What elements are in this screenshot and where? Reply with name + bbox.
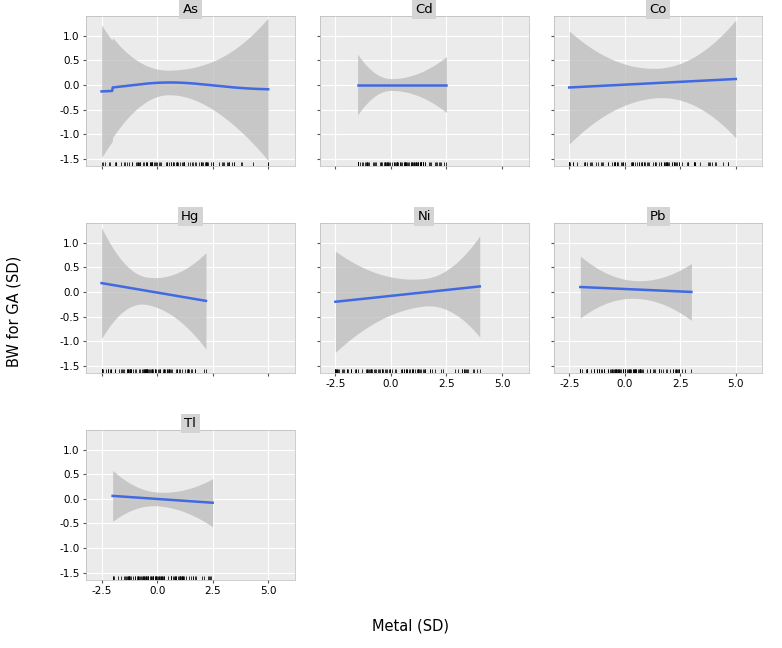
- Text: As: As: [182, 3, 199, 16]
- Text: Cd: Cd: [415, 3, 433, 16]
- Text: Pb: Pb: [650, 210, 666, 223]
- Text: Ni: Ni: [418, 210, 431, 223]
- Text: Co: Co: [649, 3, 667, 16]
- Text: BW for GA (SD): BW for GA (SD): [6, 255, 22, 367]
- Text: Tl: Tl: [185, 417, 196, 430]
- Text: Metal (SD): Metal (SD): [372, 619, 449, 634]
- Text: Hg: Hg: [181, 210, 199, 223]
